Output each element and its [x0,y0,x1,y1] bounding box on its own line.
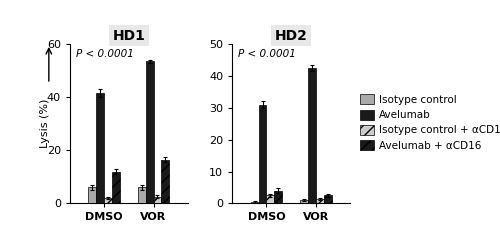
Bar [88,187,96,203]
Bar [146,61,154,203]
Bar [308,68,316,203]
Title: HD1: HD1 [112,29,146,43]
Bar [96,93,104,203]
Bar [104,198,112,203]
Text: P < 0.0001: P < 0.0001 [238,49,296,59]
Bar [138,187,145,203]
Y-axis label: Lysis (%): Lysis (%) [40,99,50,148]
Legend: Isotype control, Avelumab, Isotype control + αCD16, Avelumab + αCD16: Isotype control, Avelumab, Isotype contr… [358,92,500,153]
Bar [300,200,308,203]
Bar [324,196,332,203]
Bar [154,197,162,203]
Bar [274,191,282,203]
Bar [316,198,324,203]
Bar [250,202,258,203]
Bar [112,172,120,203]
Title: HD2: HD2 [274,29,308,43]
Bar [162,159,170,203]
Text: P < 0.0001: P < 0.0001 [76,49,134,59]
Bar [266,196,274,203]
Bar [258,105,266,203]
